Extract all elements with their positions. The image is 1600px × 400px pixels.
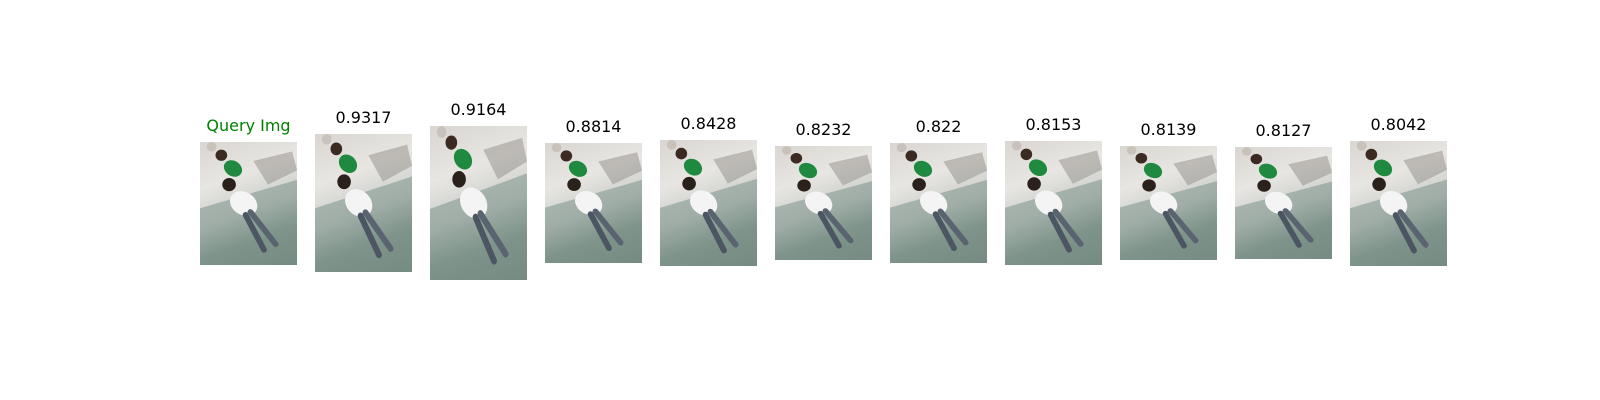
result-score-8: 0.8139 (1120, 121, 1217, 139)
result-panel-3: 0.8814 (545, 143, 642, 263)
result-image-4 (660, 140, 757, 266)
query-label: Query Img (200, 117, 297, 135)
result-panel-4: 0.8428 (660, 140, 757, 266)
result-image-10 (1350, 141, 1447, 266)
result-score-1: 0.9317 (315, 109, 412, 127)
result-image-6 (890, 143, 987, 263)
result-image-2 (430, 126, 527, 280)
result-score-9: 0.8127 (1235, 122, 1332, 140)
result-image-7 (1005, 141, 1102, 265)
result-score-5: 0.8232 (775, 121, 872, 139)
result-panel-5: 0.8232 (775, 146, 872, 260)
result-score-2: 0.9164 (430, 101, 527, 119)
result-panel-10: 0.8042 (1350, 141, 1447, 266)
result-panel-2: 0.9164 (430, 126, 527, 280)
result-score-7: 0.8153 (1005, 116, 1102, 134)
result-image-3 (545, 143, 642, 263)
result-image-1 (315, 134, 412, 272)
result-panel-6: 0.822 (890, 143, 987, 263)
result-panel-9: 0.8127 (1235, 147, 1332, 259)
result-score-10: 0.8042 (1350, 116, 1447, 134)
result-panel-8: 0.8139 (1120, 146, 1217, 260)
result-panel-7: 0.8153 (1005, 141, 1102, 265)
result-image-8 (1120, 146, 1217, 260)
result-panel-1: 0.9317 (315, 134, 412, 272)
result-score-4: 0.8428 (660, 115, 757, 133)
result-image-5 (775, 146, 872, 260)
result-image-9 (1235, 147, 1332, 259)
query-panel: Query Img (200, 142, 297, 265)
query-image (200, 142, 297, 265)
result-score-3: 0.8814 (545, 118, 642, 136)
result-score-6: 0.822 (890, 118, 987, 136)
